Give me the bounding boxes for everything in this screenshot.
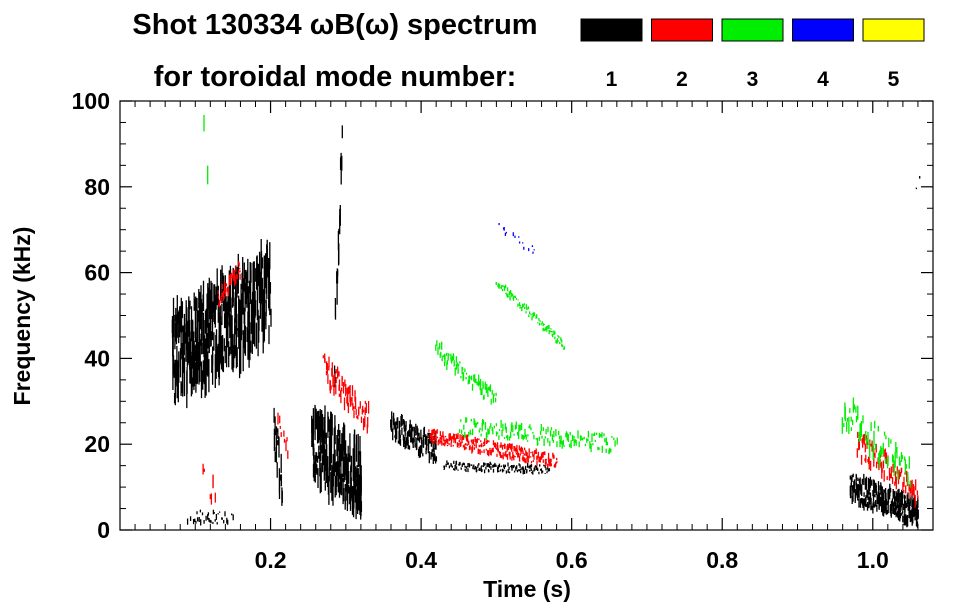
mode-band bbox=[171, 239, 272, 409]
series-n=3 bbox=[203, 115, 911, 488]
mode-band bbox=[277, 412, 289, 459]
legend-label-3: 3 bbox=[747, 68, 759, 91]
legend-swatch-5 bbox=[862, 18, 925, 42]
x-tick-label: 0.4 bbox=[405, 547, 437, 573]
y-tick-labels: 0 20 40 60 80 100 bbox=[72, 88, 110, 543]
legend: 1 2 3 4 5 bbox=[580, 18, 925, 91]
x-tick-label: 0.6 bbox=[556, 547, 588, 573]
chart-title-line1: Shot 130334 ωB(ω) spectrum bbox=[132, 9, 537, 41]
chart-title-line2: for toroidal mode number: bbox=[154, 61, 517, 93]
mode-band bbox=[435, 340, 497, 405]
series-n=2 bbox=[202, 261, 919, 508]
spectrogram-marks bbox=[171, 115, 921, 528]
y-axis-label: Frequency (kHz) bbox=[9, 227, 35, 406]
mode-band bbox=[203, 115, 209, 185]
y-tick-label: 100 bbox=[72, 88, 110, 114]
mode-band bbox=[498, 223, 535, 254]
legend-swatch-3 bbox=[721, 18, 784, 42]
y-tick-label: 80 bbox=[84, 174, 110, 200]
mode-band bbox=[311, 404, 363, 520]
y-tick-label: 0 bbox=[97, 517, 110, 543]
legend-swatch-4 bbox=[792, 18, 854, 42]
legend-label-4: 4 bbox=[817, 68, 829, 91]
x-tick-label: 1.0 bbox=[857, 547, 889, 573]
y-tick-label: 20 bbox=[84, 431, 110, 457]
mode-band bbox=[427, 428, 558, 468]
mode-band bbox=[333, 125, 343, 388]
mode-band bbox=[443, 460, 551, 475]
mode-band bbox=[495, 282, 566, 350]
mode-band bbox=[186, 509, 234, 526]
legend-label-5: 5 bbox=[888, 68, 900, 91]
x-tick-label: 0.2 bbox=[255, 547, 287, 573]
series-n=1 bbox=[171, 125, 921, 528]
legend-label-2: 2 bbox=[676, 68, 688, 91]
mode-band bbox=[390, 411, 438, 464]
x-axis-label: Time (s) bbox=[483, 576, 571, 602]
mode-band bbox=[273, 407, 283, 506]
mode-band bbox=[202, 463, 216, 505]
axis-ticks bbox=[120, 100, 933, 531]
legend-swatch-1 bbox=[580, 18, 643, 42]
mode-band bbox=[458, 417, 618, 455]
legend-label-1: 1 bbox=[606, 68, 618, 91]
mode-band bbox=[217, 261, 241, 308]
series-n=4 bbox=[498, 223, 535, 254]
mode-band bbox=[841, 397, 911, 488]
x-tick-labels: 0.2 0.4 0.6 0.8 1.0 bbox=[255, 547, 889, 573]
legend-swatch-2 bbox=[651, 18, 713, 42]
y-tick-label: 40 bbox=[84, 345, 110, 371]
mode-band bbox=[849, 473, 919, 528]
x-tick-label: 0.8 bbox=[706, 547, 738, 573]
mode-band bbox=[322, 353, 370, 434]
mode-band bbox=[915, 176, 921, 190]
y-tick-label: 60 bbox=[84, 260, 110, 286]
